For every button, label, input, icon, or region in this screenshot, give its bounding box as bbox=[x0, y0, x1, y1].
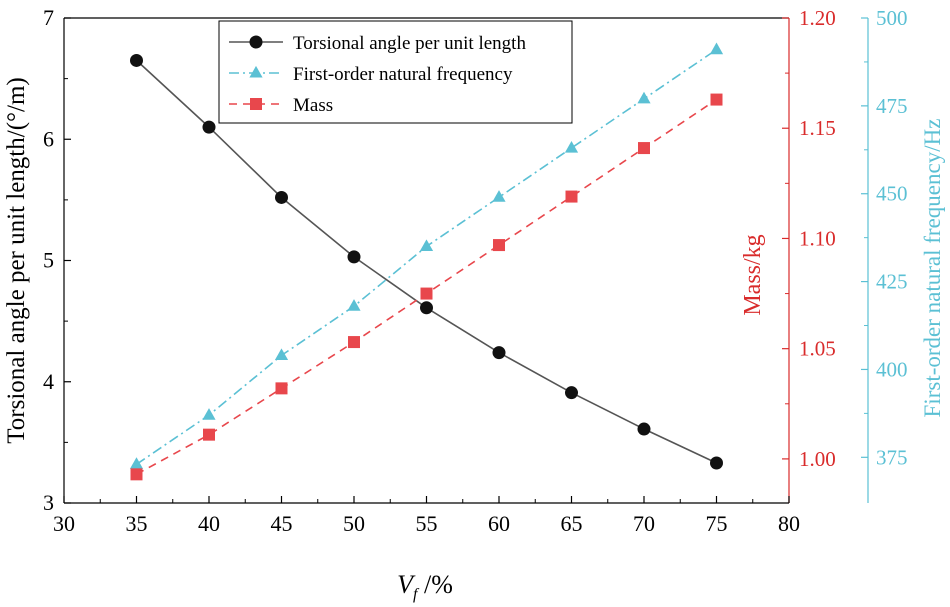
data-point-mass bbox=[348, 336, 360, 349]
left-y-tick-label: 5 bbox=[43, 248, 54, 273]
data-point-mass bbox=[420, 287, 433, 300]
data-point-torsional-angle bbox=[492, 346, 506, 360]
data-point-torsional-angle bbox=[565, 386, 578, 400]
series-torsional-angle bbox=[130, 53, 723, 470]
data-point-mass bbox=[275, 382, 288, 395]
x-axis-label-main: V bbox=[397, 570, 416, 599]
series-natural-frequency bbox=[129, 42, 724, 469]
left-y-tick-label: 3 bbox=[43, 490, 54, 515]
data-point-torsional-angle bbox=[420, 301, 433, 315]
data-point-torsional-angle bbox=[275, 190, 288, 204]
frequency-y-tick-label: 500 bbox=[876, 6, 908, 30]
left-y-tick-label: 7 bbox=[43, 5, 54, 30]
mass-y-tick-label: 1.15 bbox=[799, 116, 836, 140]
x-axis-label: Vf /% bbox=[397, 570, 453, 603]
series-mass bbox=[130, 93, 723, 481]
legend-marker-mass bbox=[250, 98, 262, 110]
data-point-natural-frequency bbox=[419, 239, 434, 252]
x-tick-label: 40 bbox=[198, 511, 220, 536]
mass-y-tick-label: 1.00 bbox=[799, 447, 836, 471]
data-point-natural-frequency bbox=[564, 140, 579, 153]
mass-y-tick-label: 1.05 bbox=[799, 337, 836, 361]
x-axis-label-sub: f bbox=[413, 586, 420, 603]
data-point-torsional-angle bbox=[347, 250, 361, 264]
data-point-mass bbox=[203, 428, 215, 441]
data-point-natural-frequency bbox=[129, 457, 144, 469]
frequency-y-axis-label: First-order natural frequency/Hz bbox=[920, 119, 945, 418]
axes-layer: 30 35 40 45 50 55 60 65 70 75 80345671.001.051.101… bbox=[3, 5, 945, 536]
data-point-natural-frequency bbox=[492, 190, 506, 202]
frequency-y-tick-label: 475 bbox=[876, 94, 908, 118]
data-point-natural-frequency bbox=[274, 348, 289, 360]
left-y-axis-label: Torsional angle per unit length/(°/m) bbox=[3, 77, 30, 444]
mass-y-axis-label: Mass/kg bbox=[740, 234, 766, 315]
x-tick-label: 60 bbox=[488, 511, 510, 536]
legend-label-mass: Mass bbox=[293, 95, 333, 116]
data-point-mass bbox=[130, 468, 143, 481]
legend-marker-natural-frequency bbox=[249, 65, 263, 78]
mass-y-tick-label: 1.10 bbox=[799, 226, 836, 250]
x-tick-label: 65 bbox=[561, 511, 583, 536]
series-layer bbox=[129, 42, 724, 481]
x-axis-label-unit: /% bbox=[417, 570, 452, 599]
data-point-torsional-angle bbox=[637, 422, 651, 436]
mass-y-tick-label: 1.20 bbox=[799, 6, 836, 30]
data-point-natural-frequency bbox=[637, 91, 651, 104]
legend-label-natural-frequency: First-order natural frequency bbox=[293, 64, 513, 85]
data-point-torsional-angle bbox=[710, 456, 723, 470]
x-tick-label: 55 bbox=[416, 511, 438, 536]
data-point-natural-frequency bbox=[202, 408, 216, 420]
legend-marker-torsional-angle bbox=[249, 35, 263, 49]
data-point-torsional-angle bbox=[130, 53, 143, 67]
series-line-mass bbox=[136, 98, 717, 476]
data-point-torsional-angle bbox=[202, 120, 216, 134]
data-point-mass bbox=[565, 190, 578, 203]
x-tick-label: 35 bbox=[126, 511, 148, 536]
data-point-natural-frequency bbox=[347, 299, 361, 311]
data-point-mass bbox=[493, 239, 505, 252]
legend-box bbox=[218, 20, 573, 124]
x-tick-label: 75 bbox=[706, 511, 728, 536]
left-y-tick-label: 6 bbox=[43, 126, 54, 151]
x-tick-label: 80 bbox=[778, 511, 800, 536]
data-point-mass bbox=[710, 93, 723, 106]
frequency-y-tick-label: 400 bbox=[876, 357, 908, 381]
legend-label-torsional-angle: Torsional angle per unit length bbox=[293, 33, 526, 54]
x-tick-label: 30 bbox=[53, 511, 75, 536]
data-point-natural-frequency bbox=[709, 42, 724, 55]
frequency-y-tick-label: 450 bbox=[876, 182, 908, 206]
legend: Torsional angle per unit length First-ord… bbox=[218, 20, 573, 124]
frequency-y-tick-label: 425 bbox=[876, 270, 908, 294]
x-tick-label: 70 bbox=[633, 511, 655, 536]
left-y-tick-label: 4 bbox=[43, 369, 54, 394]
data-point-mass bbox=[638, 142, 650, 155]
x-tick-label: 50 bbox=[343, 511, 365, 536]
frequency-y-tick-label: 375 bbox=[876, 445, 908, 469]
x-tick-label: 45 bbox=[271, 511, 293, 536]
